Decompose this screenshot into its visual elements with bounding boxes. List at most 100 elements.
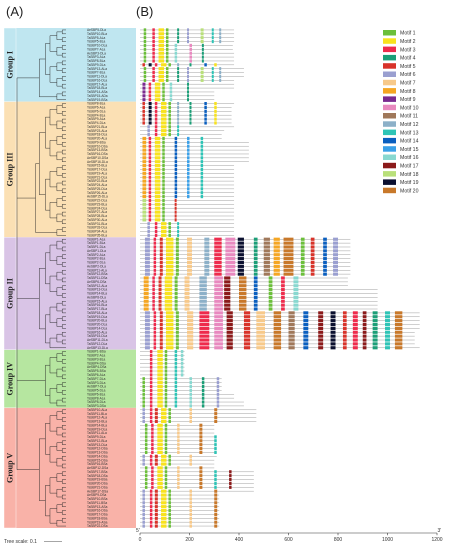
motif-box — [184, 280, 190, 284]
motif-box — [214, 485, 217, 489]
motif-box — [159, 342, 163, 346]
taxon-label: TaSBP2-ALa — [87, 253, 105, 257]
taxon-label: TaSBP3-BLa — [87, 357, 105, 361]
taxon-label: TaSBP12-DLa — [87, 342, 107, 346]
motif-box — [253, 303, 258, 307]
motif-box — [273, 315, 282, 319]
motif-box — [189, 113, 192, 117]
motif-box — [372, 315, 378, 319]
legend-swatch — [383, 71, 396, 77]
motif-box — [149, 415, 153, 420]
motif-box — [174, 284, 178, 288]
motif-box — [268, 303, 273, 307]
motif-box — [149, 369, 153, 373]
motif-box — [154, 508, 158, 513]
motif-box — [154, 524, 158, 528]
motif-box — [151, 443, 154, 447]
motif-box — [200, 183, 204, 187]
motif-box — [199, 326, 210, 330]
motif-box — [142, 214, 147, 218]
motif-box — [153, 322, 157, 327]
x-axis-tick-label: 600 — [284, 537, 293, 543]
motif-box — [200, 164, 204, 168]
group-label: Group IV — [6, 362, 15, 396]
motif-box — [253, 272, 258, 276]
motif-box — [243, 342, 251, 346]
motif-box — [303, 346, 309, 350]
motif-box — [273, 322, 282, 327]
motif-box — [214, 109, 217, 113]
motif-box — [154, 497, 158, 501]
motif-box — [200, 140, 204, 144]
motif-box — [174, 140, 178, 144]
motif-box — [142, 187, 147, 191]
motif-box — [161, 524, 167, 528]
motif-box — [318, 322, 324, 327]
motif-box — [165, 39, 169, 44]
motif-box — [154, 198, 161, 203]
motif-box — [268, 307, 273, 311]
motif-box — [142, 454, 145, 458]
motif-box — [187, 342, 194, 346]
motif-box — [142, 183, 147, 187]
taxon-label: TaSBP19-BSa — [87, 98, 108, 102]
motif-box — [158, 47, 165, 51]
motif-box — [187, 241, 192, 245]
motif-box — [214, 415, 218, 420]
motif-box — [161, 109, 167, 113]
legend-swatch — [383, 54, 396, 61]
motif-box — [165, 268, 174, 272]
motif-box — [159, 315, 163, 319]
motif-box — [158, 74, 165, 79]
motif-box — [189, 508, 192, 513]
motif-box — [142, 524, 145, 528]
motif-box — [200, 179, 204, 183]
motif-box — [225, 264, 236, 268]
motif-box — [161, 493, 167, 497]
motif-box — [174, 59, 178, 63]
motif-box — [211, 39, 214, 44]
motif-box — [204, 117, 207, 121]
motif-box — [263, 260, 270, 265]
motif-box — [333, 268, 338, 272]
motif-box — [243, 319, 251, 323]
taxon-label: TaSBP1-BSa — [87, 350, 106, 354]
motif-box — [162, 94, 165, 98]
motif-box — [154, 206, 161, 210]
motif-box — [268, 280, 273, 284]
motif-box — [174, 381, 178, 385]
motif-box — [143, 78, 147, 82]
motif-box — [372, 326, 378, 330]
motif-box — [153, 245, 157, 249]
motif-box — [204, 109, 207, 113]
group-label: Group III — [6, 153, 15, 187]
motif-box — [165, 326, 174, 330]
motif-box — [199, 299, 207, 303]
legend-swatch — [383, 38, 396, 44]
motif-box — [154, 501, 158, 505]
legend-label: Motif 6 — [400, 72, 416, 78]
motif-box — [152, 276, 155, 280]
motif-box — [161, 489, 167, 493]
motif-box — [148, 140, 152, 144]
motif-box — [352, 334, 358, 338]
motif-box — [175, 264, 179, 268]
motif-box — [164, 280, 173, 284]
taxon-label: TaSBP26-ALa — [87, 191, 107, 195]
motif-box — [177, 222, 180, 226]
motif-box — [187, 32, 190, 36]
motif-box — [164, 470, 168, 474]
motif-box — [189, 454, 192, 458]
motif-box — [204, 237, 210, 241]
motif-box — [168, 497, 171, 501]
motif-box — [256, 311, 265, 315]
taxon-label: TaSBP18-DSa — [87, 474, 108, 478]
legend-label: Motif 15 — [400, 147, 419, 153]
motif-box — [144, 272, 150, 276]
motif-box — [333, 260, 338, 265]
motif-box — [165, 342, 174, 346]
motif-box — [283, 264, 294, 268]
motif-box — [142, 164, 147, 168]
motif-box — [154, 214, 161, 218]
